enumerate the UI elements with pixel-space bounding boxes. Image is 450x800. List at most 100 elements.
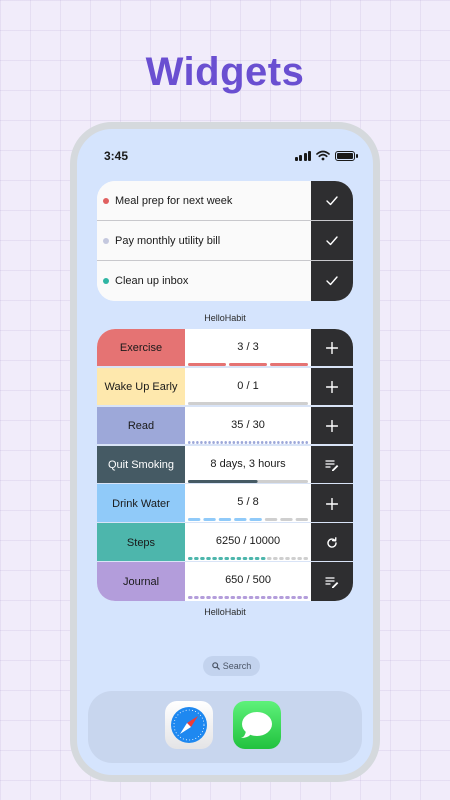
habit-progress-cell: 650 / 500: [185, 562, 311, 601]
progress-segment: [295, 518, 308, 522]
habit-name[interactable]: Drink Water: [97, 484, 185, 524]
habit-row[interactable]: Steps 6250 / 10000: [97, 523, 353, 563]
safari-app-icon[interactable]: [165, 701, 213, 749]
progress-segment: [273, 596, 278, 600]
habit-name[interactable]: Steps: [97, 523, 185, 563]
dock: [88, 691, 362, 763]
progress-segment: [240, 440, 244, 444]
progress-segment: [218, 596, 223, 600]
priority-dot: [103, 278, 109, 284]
progress-segment: [203, 518, 216, 522]
todo-item-main[interactable]: Clean up inbox: [97, 261, 311, 301]
divider: [97, 444, 353, 446]
progress-segment: [260, 596, 266, 600]
progress-segment: [188, 440, 191, 444]
habit-row[interactable]: Journal 650 / 500: [97, 562, 353, 601]
todo-item[interactable]: Meal prep for next week: [97, 181, 353, 221]
progress-segment: [264, 440, 268, 444]
priority-dot: [103, 238, 109, 244]
habit-row[interactable]: Quit Smoking 8 days, 3 hours: [97, 445, 353, 485]
habit-progress-text: 35 / 30: [231, 418, 265, 431]
habit-name[interactable]: Exercise: [97, 329, 185, 368]
habit-name[interactable]: Read: [97, 406, 185, 446]
progress-segment: [212, 596, 217, 600]
progress-segment: [242, 557, 248, 561]
plus-icon: [326, 420, 338, 433]
progress-segment: [188, 401, 308, 405]
search-button[interactable]: Search: [203, 656, 260, 676]
progress-segment: [252, 440, 256, 444]
habit-action-button[interactable]: [311, 367, 353, 407]
search-label: Search: [222, 661, 252, 671]
todo-item-label: Clean up inbox: [115, 275, 189, 287]
progress-segment: [200, 557, 205, 561]
divider: [97, 521, 353, 524]
habit-progress-bar: [188, 518, 308, 522]
progress-segment: [297, 596, 302, 600]
habit-progress-text: 8 days, 3 hours: [210, 457, 286, 470]
progress-segment: [204, 440, 207, 444]
habit-row[interactable]: Exercise 3 / 3: [97, 329, 353, 368]
progress-segment: [224, 440, 227, 444]
progress-segment: [266, 557, 272, 561]
progress-segment: [224, 557, 230, 561]
progress-segment: [192, 440, 195, 444]
habit-name[interactable]: Quit Smoking: [97, 445, 185, 485]
progress-segment: [230, 557, 236, 561]
progress-segment: [285, 440, 288, 444]
divider: [97, 260, 353, 261]
progress-segment: [196, 440, 199, 444]
todo-item-label: Meal prep for next week: [115, 195, 233, 207]
habit-row[interactable]: Read 35 / 30: [97, 406, 353, 446]
progress-segment: [218, 518, 232, 522]
habit-row[interactable]: Wake Up Early 0 / 1: [97, 367, 353, 407]
progress-segment: [285, 557, 290, 561]
progress-segment: [280, 518, 293, 522]
habit-name[interactable]: Wake Up Early: [97, 367, 185, 407]
complete-button[interactable]: [311, 221, 353, 261]
cellular-signal-icon: [294, 150, 311, 161]
progress-segment: [206, 557, 211, 561]
habit-action-button[interactable]: [311, 523, 353, 563]
progress-segment: [218, 557, 223, 561]
progress-segment: [273, 557, 278, 561]
habit-progress-bar: [188, 363, 308, 366]
habit-action-button[interactable]: [311, 329, 353, 368]
progress-segment: [194, 557, 199, 561]
todo-item[interactable]: Clean up inbox: [97, 261, 353, 301]
habit-row[interactable]: Drink Water 5 / 8: [97, 484, 353, 524]
habit-action-button[interactable]: [311, 562, 353, 601]
todo-item[interactable]: Pay monthly utility bill: [97, 221, 353, 261]
safari-compass-icon: [171, 707, 207, 743]
progress-segment: [248, 596, 254, 600]
progress-segment: [269, 440, 272, 444]
todo-item-main[interactable]: Meal prep for next week: [97, 181, 311, 221]
progress-segment: [212, 557, 217, 561]
widget-caption: HelloHabit: [204, 607, 246, 617]
todo-item-main[interactable]: Pay monthly utility bill: [97, 221, 311, 261]
divider: [97, 482, 353, 485]
habit-progress-cell: 8 days, 3 hours: [185, 445, 311, 485]
progress-fill: [188, 479, 258, 483]
divider: [97, 366, 353, 368]
progress-segment: [305, 440, 308, 444]
complete-button[interactable]: [311, 181, 353, 221]
wifi-icon: [316, 150, 330, 161]
progress-segment: [279, 596, 284, 600]
progress-segment: [206, 596, 211, 600]
progress-segment: [200, 596, 205, 600]
progress-segment: [220, 440, 223, 444]
progress-segment: [236, 557, 242, 561]
habit-action-button[interactable]: [311, 406, 353, 446]
complete-button[interactable]: [311, 261, 353, 301]
habit-progress-cell: 3 / 3: [185, 329, 311, 368]
progress-segment: [249, 518, 262, 522]
habit-action-button[interactable]: [311, 445, 353, 485]
messages-app-icon[interactable]: [233, 701, 281, 749]
habit-name[interactable]: Journal: [97, 562, 185, 601]
habit-progress-cell: 5 / 8: [185, 484, 311, 524]
note-edit-icon: [325, 576, 339, 588]
todo-item-label: Pay monthly utility bill: [115, 235, 221, 247]
habit-action-button[interactable]: [311, 484, 353, 524]
progress-segment: [188, 363, 226, 366]
